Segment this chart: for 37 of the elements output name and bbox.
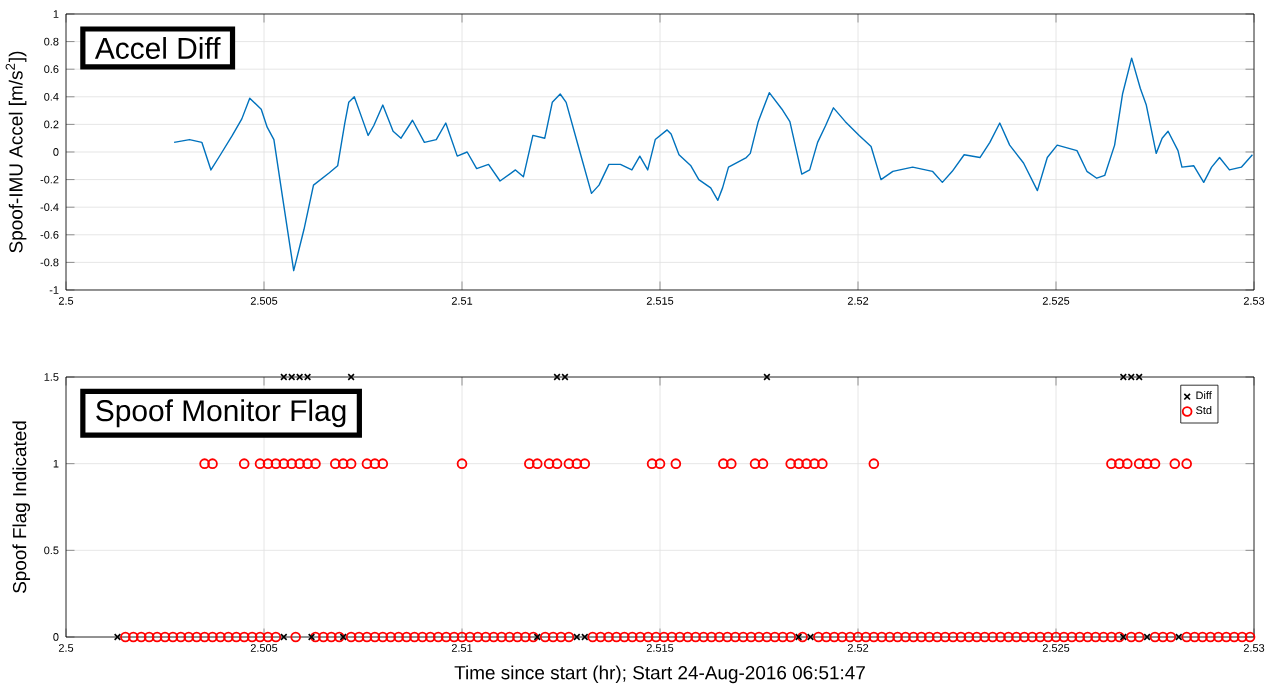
x-tick-label: 2.5: [58, 644, 74, 652]
line-series: [173, 57, 1254, 272]
x-tick-label: 2.52: [847, 297, 869, 305]
y-tick-label: -0.6: [40, 230, 59, 239]
x-tick-label: 2.505: [250, 297, 278, 305]
x-tick-label: 2.51: [451, 644, 473, 652]
y-axis-title: Spoof-IMU Accel [m/s$^{2}$]): [5, 51, 27, 253]
y-tick-label: 0.4: [44, 92, 59, 101]
y-tick-label: 0.2: [44, 120, 59, 129]
y-tick-label: -0.4: [40, 203, 59, 212]
x-tick-label: 2.52: [847, 644, 869, 652]
x-tick-label: 2.525: [1042, 644, 1070, 652]
x-tick-label: 2.53: [1243, 297, 1265, 305]
y-tick-label: 0: [53, 148, 59, 156]
y-tick-label: 0.8: [44, 37, 59, 46]
y-tick-label: 0.5: [44, 546, 59, 555]
legend-label: Diff: [1196, 391, 1212, 400]
y-tick-label: -0.8: [40, 258, 59, 267]
x-axis-title: Time since start (hr); Start 24-Aug-2016 06:51:47: [454, 665, 865, 684]
x-tick-label: 2.515: [646, 297, 674, 305]
text: Spoof Monitor Flag: [96, 399, 346, 428]
y-tick-label: -0.2: [40, 175, 59, 184]
x-tick-label: 2.5: [58, 297, 74, 305]
x-tick-label: 2.525: [1042, 297, 1070, 305]
text: Accel Diff: [94, 37, 221, 59]
y-tick-label: -1: [49, 286, 59, 294]
legend-label: Std: [1196, 406, 1212, 415]
x-tick-label: 2.515: [646, 644, 674, 652]
x-tick-label: 2.51: [451, 297, 473, 305]
y-tick-label: 1: [53, 10, 59, 18]
y-tick-label: 1.5: [44, 373, 59, 381]
x-tick-label: 2.505: [250, 644, 278, 652]
y-tick-label: 0: [53, 633, 59, 641]
y-axis-title: Spoof Flag Indicated: [12, 421, 31, 593]
x-tick-label: 2.53: [1243, 644, 1265, 652]
y-tick-label: 0.6: [44, 65, 59, 74]
y-tick-label: 1: [53, 459, 59, 468]
